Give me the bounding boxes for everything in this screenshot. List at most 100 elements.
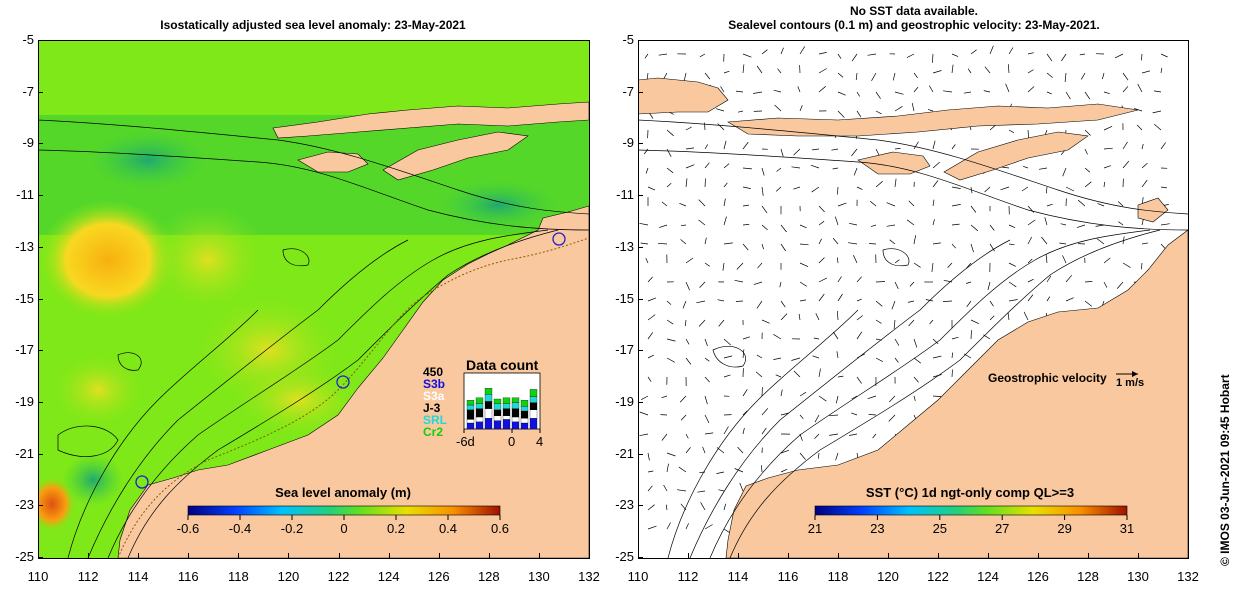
velocity-arrow (836, 257, 839, 264)
velocity-arrow (932, 395, 942, 397)
velocity-arrow (812, 148, 820, 151)
velocity-arrow (1141, 143, 1144, 150)
velocity-arrow (639, 433, 649, 437)
velocity-arrow (886, 224, 896, 227)
velocity-arrow (855, 72, 858, 81)
velocity-arrow (932, 219, 935, 226)
velocity-arrow (913, 141, 919, 150)
lat-tick-label: -25 (615, 549, 634, 564)
velocity-arrow (737, 446, 744, 454)
velocity-arrow (913, 235, 917, 245)
velocity-arrow (963, 91, 972, 94)
velocity-arrow (704, 237, 707, 245)
velocity-arrow (1007, 64, 1010, 74)
velocity-arrow (818, 238, 822, 245)
tide-gauge-marker[interactable] (135, 475, 149, 489)
lat-tick-mark (38, 401, 43, 403)
lat-tick-label: -25 (15, 549, 34, 564)
lon-tick-mark (838, 553, 839, 558)
velocity-arrow (661, 201, 668, 207)
lon-tick-mark (1088, 553, 1089, 558)
velocity-arrow (647, 297, 657, 302)
velocity-arrow (774, 104, 782, 112)
tide-gauge-marker[interactable] (336, 375, 350, 389)
velocity-arrow (1122, 141, 1128, 150)
velocity-arrow (704, 524, 713, 530)
velocity-arrow (723, 426, 729, 435)
lon-tick-label: 118 (827, 569, 849, 584)
velocity-arrow (1117, 201, 1124, 207)
data-count-max: 450 (423, 365, 443, 379)
lat-tick-mark (638, 557, 643, 558)
velocity-arrow (680, 414, 687, 421)
velocity-arrow (761, 205, 768, 214)
velocity-arrow (661, 433, 668, 441)
velocity-arrow (647, 470, 654, 473)
velocity-arrow (704, 357, 710, 362)
velocity-arrow (907, 300, 915, 303)
velocity-arrow (1023, 311, 1029, 321)
data-count-bar (511, 397, 520, 403)
velocity-arrow (680, 239, 687, 245)
velocity-arrow (773, 89, 782, 93)
velocity-arrow (647, 276, 653, 283)
lon-tick-mark (988, 553, 989, 558)
velocity-arrow (818, 293, 825, 302)
velocity-arrow (742, 389, 748, 397)
velocity-arrow (715, 108, 725, 112)
velocity-arrow (780, 449, 790, 454)
lat-tick-label: -9 (22, 135, 34, 151)
mission-cr2: Cr2 (423, 425, 443, 439)
velocity-arrow (755, 371, 763, 378)
velocity-arrow (1084, 167, 1091, 173)
velocity-arrow (875, 281, 886, 283)
velocity-arrow (1122, 86, 1129, 93)
velocity-arrow (989, 45, 994, 55)
left-map-title: Isostatically adjusted sea level anomaly… (160, 18, 466, 32)
velocity-scale: 1 m/s (1116, 377, 1144, 389)
velocity-arrow (894, 259, 900, 264)
lon-tick-mark (638, 553, 639, 558)
lat-tick-mark (638, 91, 643, 93)
right-map-title-line2: Sealevel contours (0.1 m) and geostrophi… (728, 18, 1100, 32)
lat-tick-mark (638, 195, 643, 197)
velocity-arrow (723, 242, 733, 245)
velocity-arrow (989, 224, 995, 231)
velocity-arrow (888, 395, 896, 403)
sla-colorbar-tick: -0.2 (281, 521, 303, 536)
velocity-arrow (736, 262, 744, 270)
data-count-x-min: -6d (456, 434, 475, 449)
velocity-arrow (1046, 72, 1053, 78)
velocity-arrow (647, 186, 656, 191)
lon-tick-label: 116 (777, 569, 799, 584)
velocity-arrow (723, 503, 727, 511)
mission-srl: SRL (423, 413, 447, 427)
velocity-arrow (1080, 72, 1086, 80)
tide-gauge-marker[interactable] (552, 232, 566, 246)
velocity-arrow (742, 53, 752, 58)
velocity-arrow (856, 110, 862, 118)
velocity-arrow (886, 202, 896, 207)
velocity-arrow (797, 86, 801, 93)
sea-level-contours (638, 119, 1188, 558)
velocity-arrow (1008, 281, 1017, 288)
velocity-arrow (700, 502, 706, 511)
velocity-arrow (856, 315, 863, 321)
right-map-frame (638, 40, 1189, 559)
velocity-arrow (734, 468, 744, 473)
lon-tick-mark (688, 553, 689, 558)
velocity-arrow (870, 201, 877, 207)
velocity-arrow (875, 181, 883, 188)
velocity-arrow (1027, 129, 1030, 139)
velocity-arrow (906, 53, 915, 58)
velocity-arrow (989, 315, 995, 321)
lon-tick-mark (238, 553, 240, 558)
velocity-arrow (1141, 162, 1148, 169)
velocity-arrow (943, 90, 953, 93)
sla-colorbar-tick: 0 (340, 521, 347, 536)
velocity-arrow (837, 110, 845, 118)
velocity-arrow (815, 313, 820, 321)
velocity-arrow (1141, 179, 1148, 188)
velocity-arrow (932, 53, 934, 63)
velocity-arrow (791, 357, 801, 361)
